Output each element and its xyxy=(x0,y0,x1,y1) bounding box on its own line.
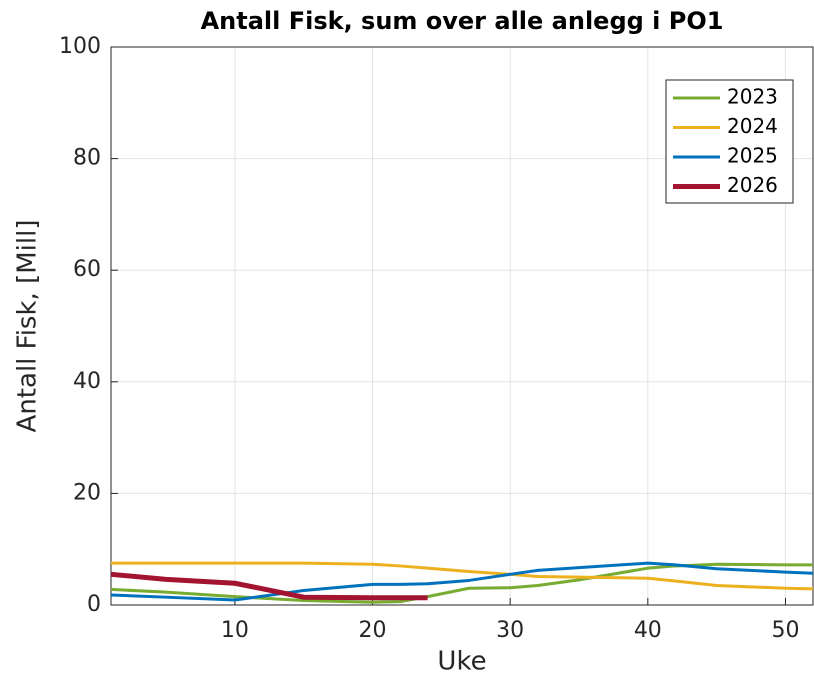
legend-box xyxy=(665,79,794,204)
x-tick-label: 30 xyxy=(496,618,524,643)
series-line xyxy=(110,561,814,602)
y-tick-label: 0 xyxy=(87,592,101,617)
y-tick-label: 80 xyxy=(73,146,101,171)
y-tick-label: 20 xyxy=(73,480,101,505)
y-tick-label: 40 xyxy=(73,369,101,394)
x-tick-label: 40 xyxy=(634,618,662,643)
series-line xyxy=(110,562,813,604)
legend: 2023 2024 2025 2026 xyxy=(665,79,794,204)
x-tick-label: 50 xyxy=(771,618,799,643)
y-axis-label: Antall Fisk, [Mill] xyxy=(13,220,43,433)
series-line xyxy=(110,571,428,601)
legend-label: 2023 xyxy=(727,85,778,109)
axes-box xyxy=(110,46,814,606)
legend-label: 2024 xyxy=(727,114,778,138)
x-axis-label: Uke xyxy=(437,647,486,677)
y-tick-label: 60 xyxy=(73,257,101,282)
x-tick-label: 20 xyxy=(359,618,387,643)
y-tick-label: 100 xyxy=(59,34,101,59)
x-tick-label: 10 xyxy=(221,618,249,643)
legend-label: 2025 xyxy=(727,144,778,168)
series-line xyxy=(111,561,814,591)
legend-label: 2026 xyxy=(727,173,778,197)
chart-title: Antall Fisk, sum over alle anlegg i PO1 xyxy=(201,7,724,35)
